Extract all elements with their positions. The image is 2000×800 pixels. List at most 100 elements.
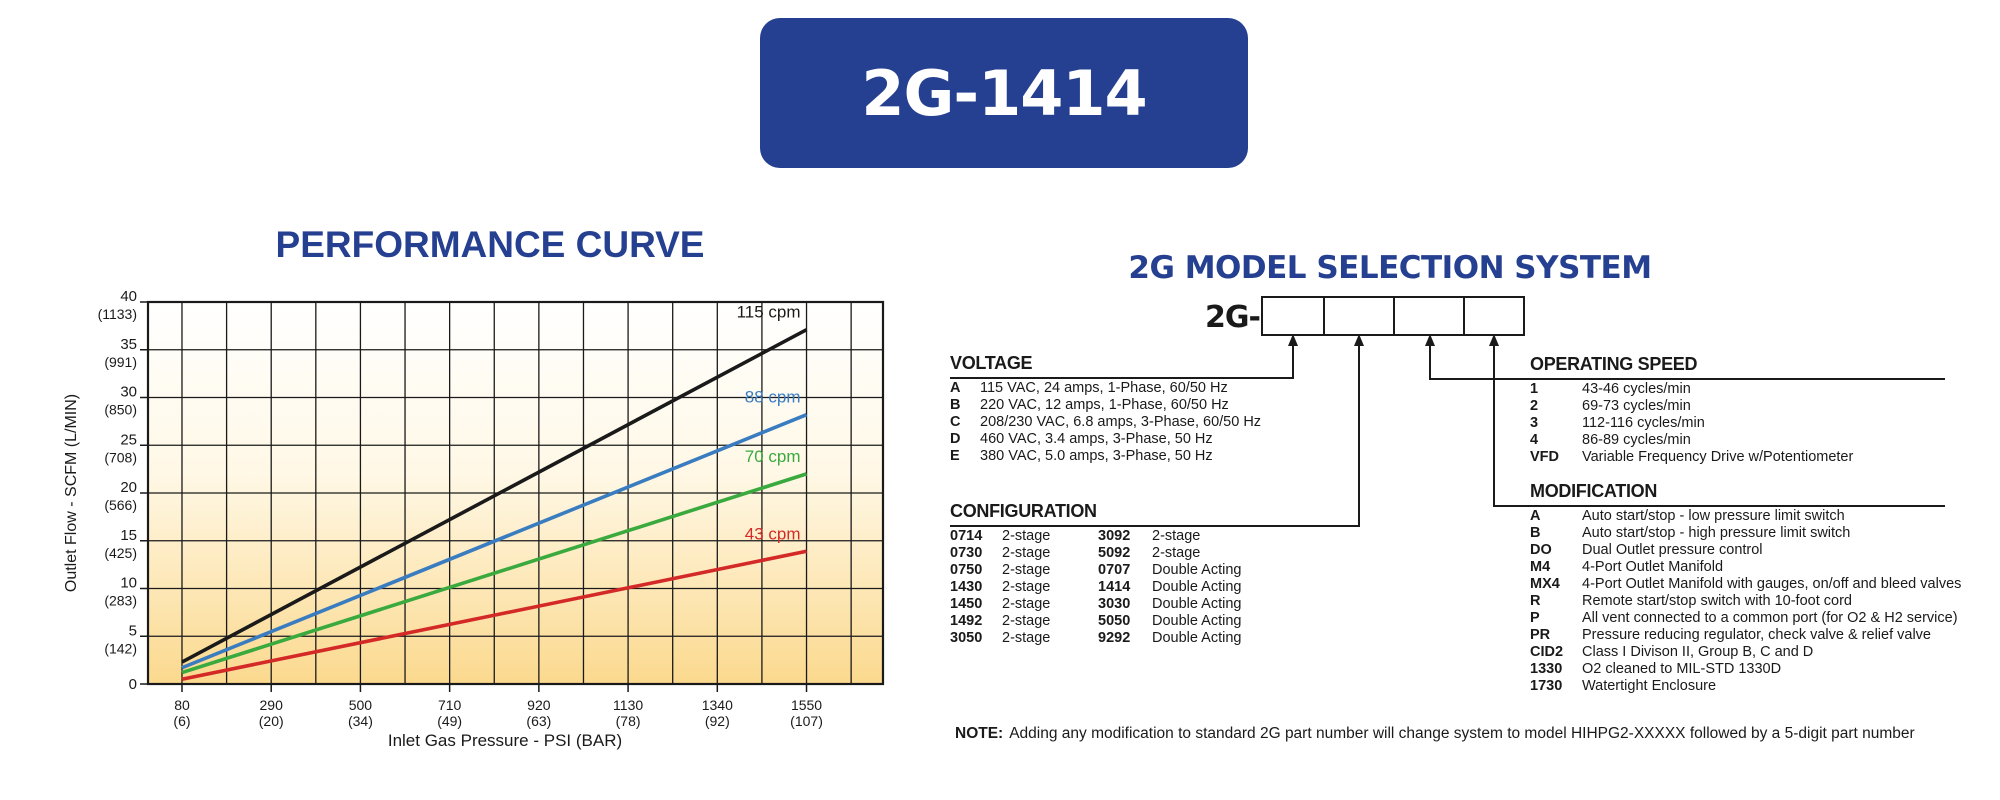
operating-speed-list: 1 43-46 cycles/min 2 69-73 cycles/min 3 112-1… xyxy=(1530,381,1853,466)
x-tick-sublabel: (20) xyxy=(259,713,284,729)
x-tick-label: 710 xyxy=(438,697,462,713)
modification-list: A Auto start/stop - low pressure limit sw… xyxy=(1530,508,1961,695)
item-code: D xyxy=(950,431,961,447)
x-tick-sublabel: (6) xyxy=(173,713,190,729)
item-description: 43-46 cycles/min xyxy=(1582,381,1691,397)
config-code: 1430 xyxy=(950,579,983,595)
list-item: PR Pressure reducing regulator, check val… xyxy=(1530,627,1961,644)
item-code: PR xyxy=(1530,627,1551,643)
list-item: A 115 VAC, 24 amps, 1-Phase, 60/50 Hz xyxy=(950,380,1261,397)
item-code: CID2 xyxy=(1530,644,1564,660)
x-tick-sublabel: (78) xyxy=(616,713,641,729)
item-description: All vent connected to a common port (for… xyxy=(1582,610,1958,626)
item-code: A xyxy=(950,380,961,396)
config-code: 0750 xyxy=(950,562,983,578)
modification-heading: MODIFICATION xyxy=(1530,481,1658,501)
config-description: 2-stage xyxy=(1152,545,1201,561)
item-code: 3 xyxy=(1530,415,1539,431)
item-code: MX4 xyxy=(1530,576,1560,592)
item-code: C xyxy=(950,414,961,430)
list-item: 3 112-116 cycles/min xyxy=(1530,415,1853,432)
y-tick-label: 5 xyxy=(129,622,137,639)
y-tick-label: 40 xyxy=(120,288,137,305)
y-tick-label: 35 xyxy=(120,336,137,353)
item-description: Pressure reducing regulator, check valve… xyxy=(1582,627,1931,643)
series-line xyxy=(181,549,807,681)
leader-arrows xyxy=(1288,334,1499,346)
y-tick-sublabel: (425) xyxy=(104,545,137,561)
x-tick-label: 290 xyxy=(260,697,284,713)
y-tick-sublabel: (1133) xyxy=(98,306,137,322)
config-description: Double Acting xyxy=(1152,579,1242,595)
list-item: MX4 4-Port Outlet Manifold with gauges, o… xyxy=(1530,576,1961,593)
model-selection-title: 2G MODEL SELECTION SYSTEM xyxy=(1128,250,1652,286)
item-description: 220 VAC, 12 amps, 1-Phase, 60/50 Hz xyxy=(980,397,1229,413)
item-description: 380 VAC, 5.0 amps, 3-Phase, 50 Hz xyxy=(980,448,1213,464)
item-description: Auto start/stop - low pressure limit swi… xyxy=(1582,508,1845,524)
y-tick-label: 20 xyxy=(120,479,137,496)
list-item: CID2 Class I Divison II, Group B, C and D xyxy=(1530,644,1961,661)
config-code: 5050 xyxy=(1098,613,1131,629)
configuration-section: CONFIGURATION 0714 2-stage 3092 2-stage 0730… xyxy=(950,501,1252,647)
note: NOTE: Adding any modification to standard… xyxy=(955,725,1915,743)
item-description: Dual Outlet pressure control xyxy=(1582,542,1763,558)
config-description: Double Acting xyxy=(1152,562,1242,578)
config-description: Double Acting xyxy=(1152,613,1242,629)
config-description: 2-stage xyxy=(1002,545,1051,561)
config-code: 1492 xyxy=(950,613,983,629)
item-code: 2 xyxy=(1530,398,1539,414)
config-description: 2-stage xyxy=(1002,630,1051,646)
item-description: Watertight Enclosure xyxy=(1582,678,1717,694)
operating-speed-heading: OPERATING SPEED xyxy=(1530,354,1698,374)
y-tick-label: 15 xyxy=(120,527,137,544)
item-code: 1330 xyxy=(1530,661,1563,677)
y-tick-sublabel: (566) xyxy=(104,497,137,513)
series-line xyxy=(181,472,808,675)
list-item: VFD Variable Frequency Drive w/Potentiome… xyxy=(1530,449,1853,466)
performance-chart: 0 5(142) 10(283) 15(425) 20(566) 25(708) 30(85… xyxy=(63,288,885,750)
modification-code-box xyxy=(1463,296,1525,336)
speed-code-box xyxy=(1393,296,1465,336)
list-item: B Auto start/stop - high pressure limit s… xyxy=(1530,525,1961,542)
item-code: M4 xyxy=(1530,559,1551,575)
y-tick-label: 10 xyxy=(120,575,137,592)
note-label: NOTE: xyxy=(955,725,1004,742)
item-code: 1730 xyxy=(1530,678,1563,694)
item-description: Remote start/stop switch with 10-foot co… xyxy=(1582,593,1852,609)
x-tick-label: 80 xyxy=(174,697,190,713)
list-item: A Auto start/stop - low pressure limit sw… xyxy=(1530,508,1961,525)
config-code: 5092 xyxy=(1098,545,1131,561)
y-tick-sublabel: (850) xyxy=(104,402,137,418)
x-tick-sublabel: (92) xyxy=(705,713,730,729)
config-code: 1450 xyxy=(950,596,983,612)
x-axis-label: Inlet Gas Pressure - PSI (BAR) xyxy=(388,731,622,750)
item-description: Auto start/stop - high pressure limit sw… xyxy=(1582,525,1851,541)
configuration-heading: CONFIGURATION xyxy=(950,501,1097,521)
configuration-list: 0714 2-stage 3092 2-stage 0730 2-stage 5092 2-s… xyxy=(950,528,1252,647)
list-item: M4 4-Port Outlet Manifold xyxy=(1530,559,1961,576)
config-code: 3030 xyxy=(1098,596,1131,612)
item-description: 86-89 cycles/min xyxy=(1582,432,1691,448)
item-code: A xyxy=(1530,508,1541,524)
y-tick-label: 30 xyxy=(120,384,137,401)
list-item: R Remote start/stop switch with 10-foot c… xyxy=(1530,593,1961,610)
list-item: 1730 Watertight Enclosure xyxy=(1530,678,1961,695)
x-tick-sublabel: (34) xyxy=(348,713,373,729)
modification-section: MODIFICATION A Auto start/stop - low pres… xyxy=(1530,481,1961,695)
item-code: E xyxy=(950,448,960,464)
config-code: 9292 xyxy=(1098,630,1131,646)
item-code: P xyxy=(1530,610,1540,626)
model-title-banner: 2G-1414 xyxy=(760,18,1248,168)
item-description: Class I Divison II, Group B, C and D xyxy=(1582,644,1814,660)
y-tick-label: 0 xyxy=(129,676,137,693)
item-description: 112-116 cycles/min xyxy=(1582,415,1705,431)
list-item: B 220 VAC, 12 amps, 1-Phase, 60/50 Hz xyxy=(950,397,1261,414)
performance-curve-title: PERFORMANCE CURVE xyxy=(275,224,705,265)
x-tick-label: 920 xyxy=(527,697,551,713)
item-description: O2 cleaned to MIL-STD 1330D xyxy=(1582,661,1782,677)
x-tick-label: 1130 xyxy=(613,697,643,713)
config-code: 0707 xyxy=(1098,562,1131,578)
series-line xyxy=(181,328,808,664)
list-item: 1 43-46 cycles/min xyxy=(1530,381,1853,398)
config-description: 2-stage xyxy=(1002,528,1051,544)
